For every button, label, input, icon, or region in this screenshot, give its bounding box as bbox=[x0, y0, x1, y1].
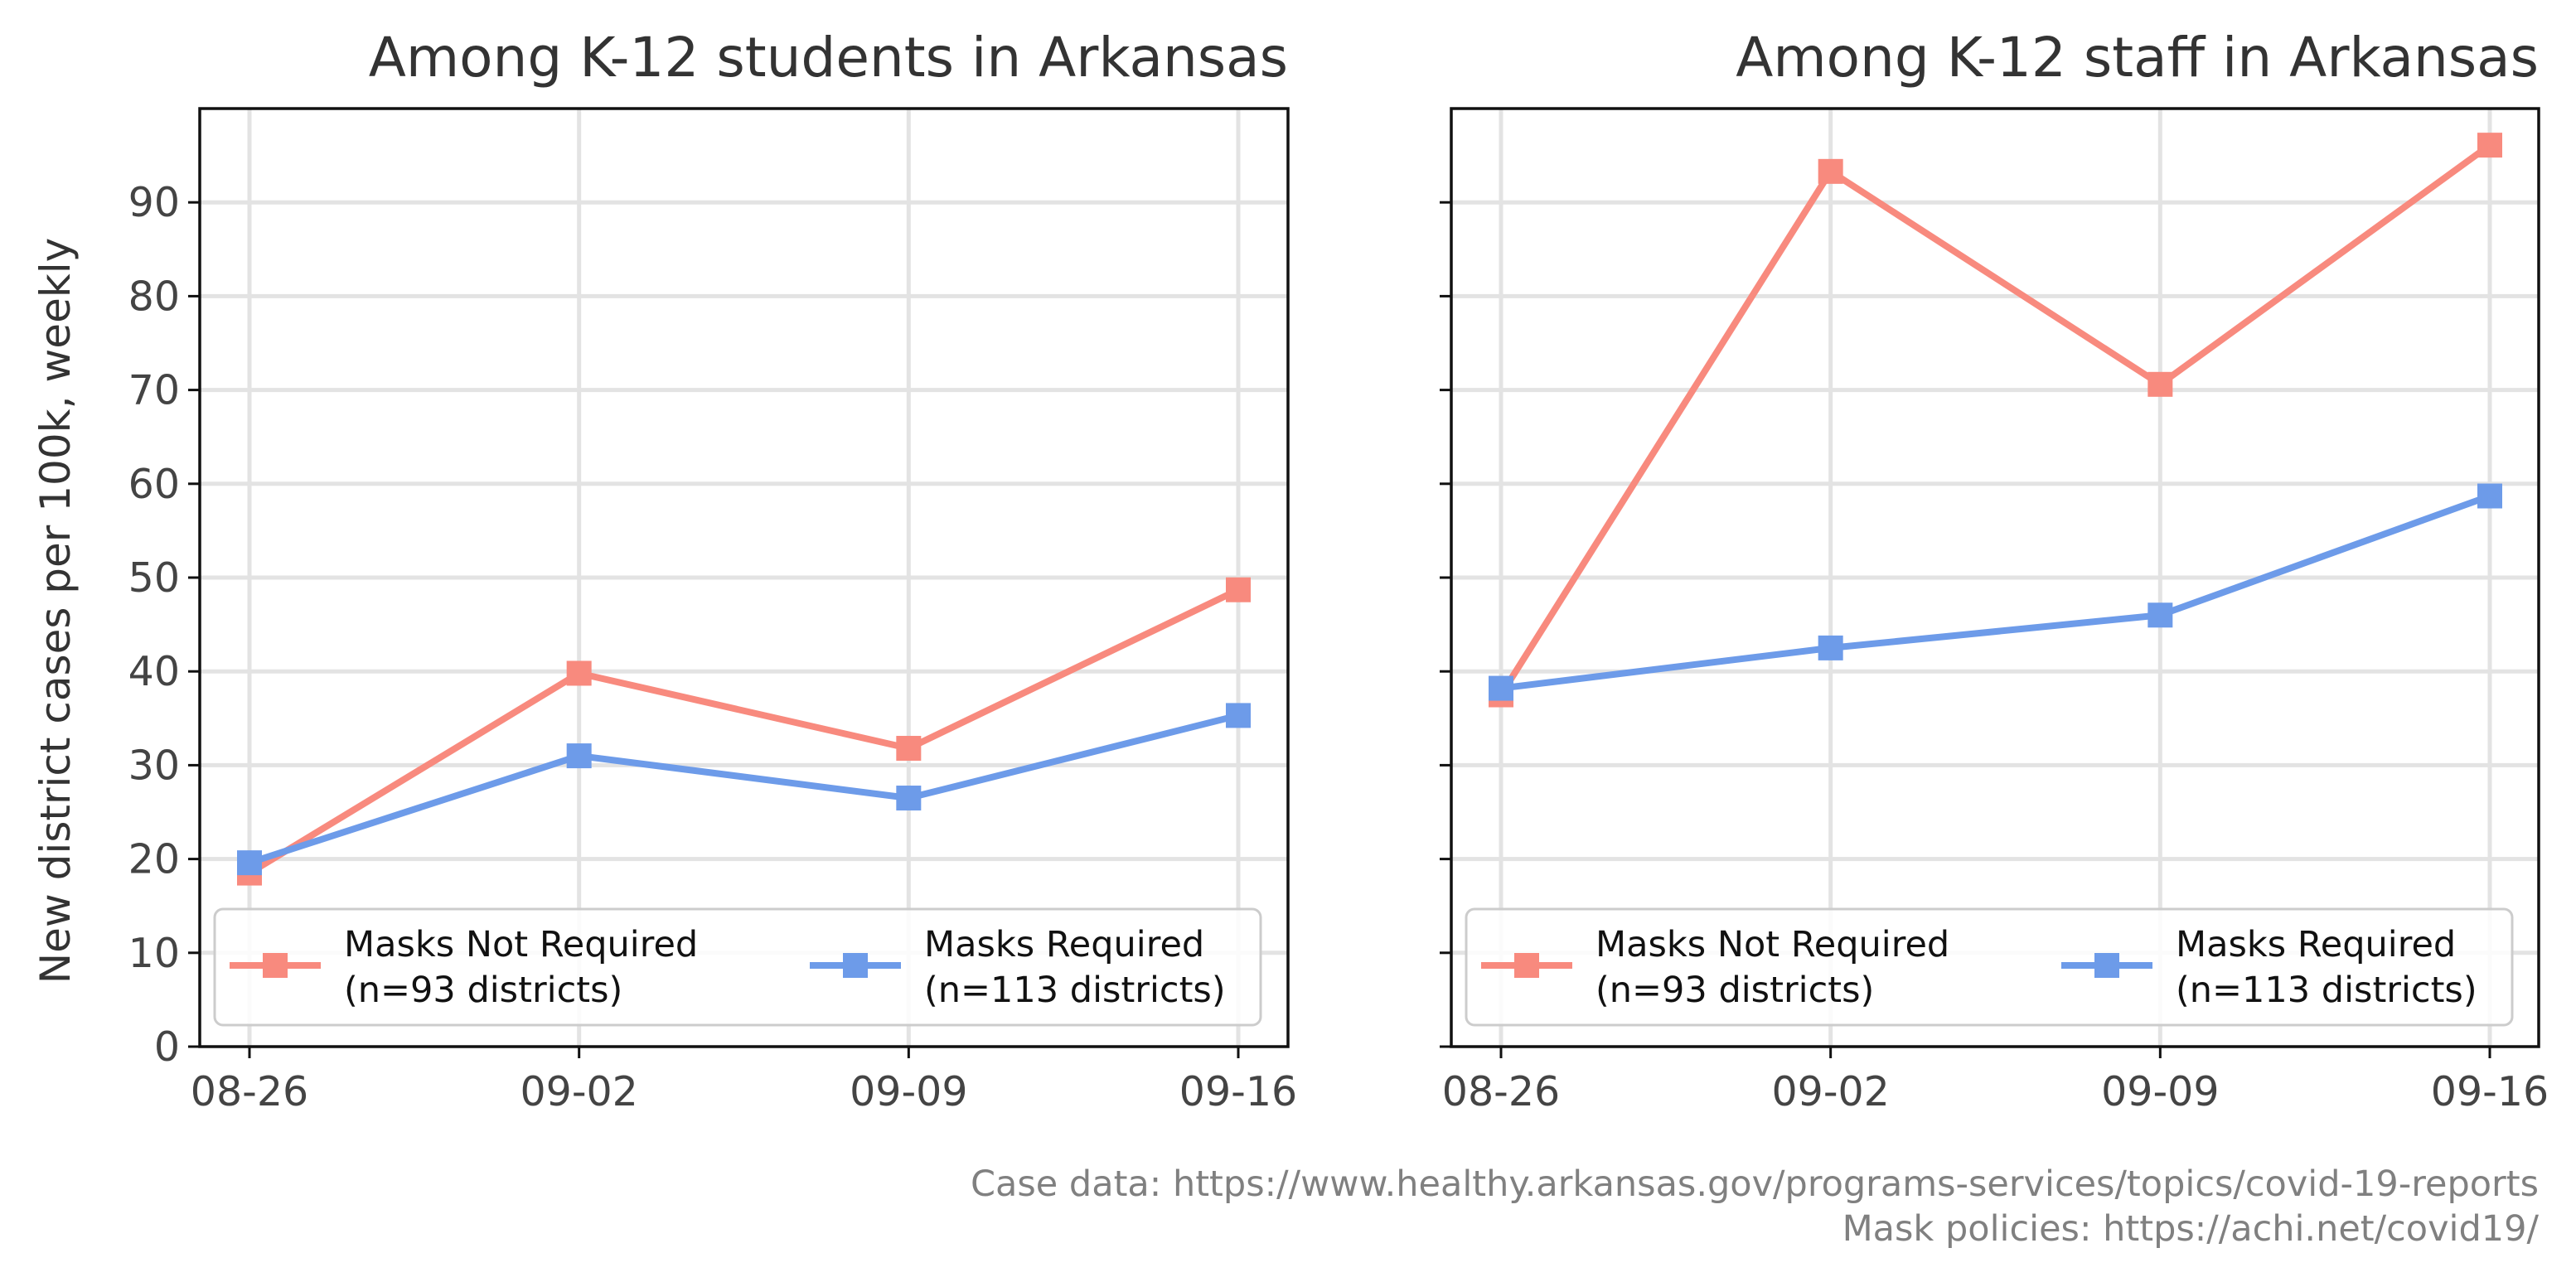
y-tick-label: 40 bbox=[128, 648, 180, 695]
legend-sublabel: (n=113 districts) bbox=[2176, 970, 2477, 1011]
legend-sublabel: (n=113 districts) bbox=[924, 970, 1226, 1011]
data-point-marker bbox=[1489, 675, 1513, 701]
y-tick-label: 10 bbox=[128, 930, 180, 977]
data-point-marker bbox=[1226, 703, 1251, 728]
legend: Masks Not Required (n=93 districts) Masks … bbox=[213, 907, 1262, 1027]
source-note-mask-policies: Mask policies: https://achi.net/covid19/ bbox=[1842, 1208, 2540, 1250]
y-tick-label: 90 bbox=[128, 179, 180, 226]
x-tick-label: 09-16 bbox=[1179, 1068, 1297, 1115]
data-point-marker bbox=[2477, 483, 2502, 509]
legend-box bbox=[1465, 907, 2514, 1027]
y-tick-label: 80 bbox=[128, 273, 180, 320]
x-tick-label: 09-09 bbox=[2101, 1068, 2219, 1115]
legend-label: Masks Required bbox=[924, 924, 1204, 965]
y-tick-label: 50 bbox=[128, 554, 180, 602]
data-point-marker bbox=[1226, 577, 1251, 602]
y-tick-label: 20 bbox=[128, 836, 180, 883]
x-tick-label: 08-26 bbox=[191, 1068, 308, 1115]
series-line-2 bbox=[1500, 492, 2491, 692]
legend-swatch-marker bbox=[1514, 953, 1539, 978]
chart-panel-1: 0 10 20 30 40 50 60 70 80 90 08-26 09-02 09-09 09-16 A… bbox=[31, 26, 1297, 1115]
data-point-marker bbox=[1818, 158, 1843, 184]
data-point-marker bbox=[237, 850, 262, 876]
data-point-marker bbox=[1818, 635, 1843, 660]
legend-sublabel: (n=93 districts) bbox=[1595, 970, 1874, 1011]
series-line-2 bbox=[248, 712, 1239, 866]
legend-box bbox=[213, 907, 1262, 1027]
data-point-marker bbox=[566, 660, 592, 686]
data-point-marker bbox=[2147, 602, 2173, 628]
x-tick-label: 09-09 bbox=[850, 1068, 967, 1115]
x-tick-label: 09-16 bbox=[2431, 1068, 2549, 1115]
data-point-marker bbox=[896, 736, 922, 762]
y-tick-label: 30 bbox=[128, 742, 180, 789]
x-tick-label: 09-02 bbox=[1771, 1068, 1889, 1115]
data-point-marker bbox=[566, 743, 592, 769]
series-line-1 bbox=[1498, 142, 2492, 697]
legend: Masks Not Required (n=93 districts) Masks … bbox=[1465, 907, 2514, 1027]
data-point-marker bbox=[896, 786, 922, 811]
data-point-marker bbox=[2477, 133, 2502, 158]
legend-swatch-marker bbox=[843, 953, 868, 978]
legend-label: Masks Required bbox=[2176, 924, 2456, 965]
legend-swatch-marker bbox=[2094, 953, 2119, 978]
data-point-marker bbox=[2147, 371, 2173, 397]
source-note-case-data: Case data: https://www.healthy.arkansas.… bbox=[971, 1163, 2539, 1205]
chart-title: Among K-12 students in Arkansas bbox=[369, 26, 1288, 89]
legend-swatch-marker bbox=[263, 953, 288, 978]
y-tick-label: 0 bbox=[154, 1023, 180, 1071]
legend-sublabel: (n=93 districts) bbox=[344, 970, 622, 1011]
legend-label: Masks Not Required bbox=[344, 924, 698, 965]
x-tick-label: 08-26 bbox=[1442, 1068, 1560, 1115]
series-line-1 bbox=[247, 587, 1240, 877]
x-tick-label: 09-02 bbox=[520, 1068, 637, 1115]
chart-panel-2: 08-26 09-02 09-09 09-16 Among K-12 staff in … bbox=[1440, 26, 2549, 1115]
y-axis-label: New district cases per 100k, weekly bbox=[31, 238, 80, 984]
legend-label: Masks Not Required bbox=[1595, 924, 1949, 965]
y-tick-label: 70 bbox=[128, 367, 180, 414]
y-tick-label: 60 bbox=[128, 461, 180, 508]
chart-title: Among K-12 staff in Arkansas bbox=[1736, 26, 2539, 89]
